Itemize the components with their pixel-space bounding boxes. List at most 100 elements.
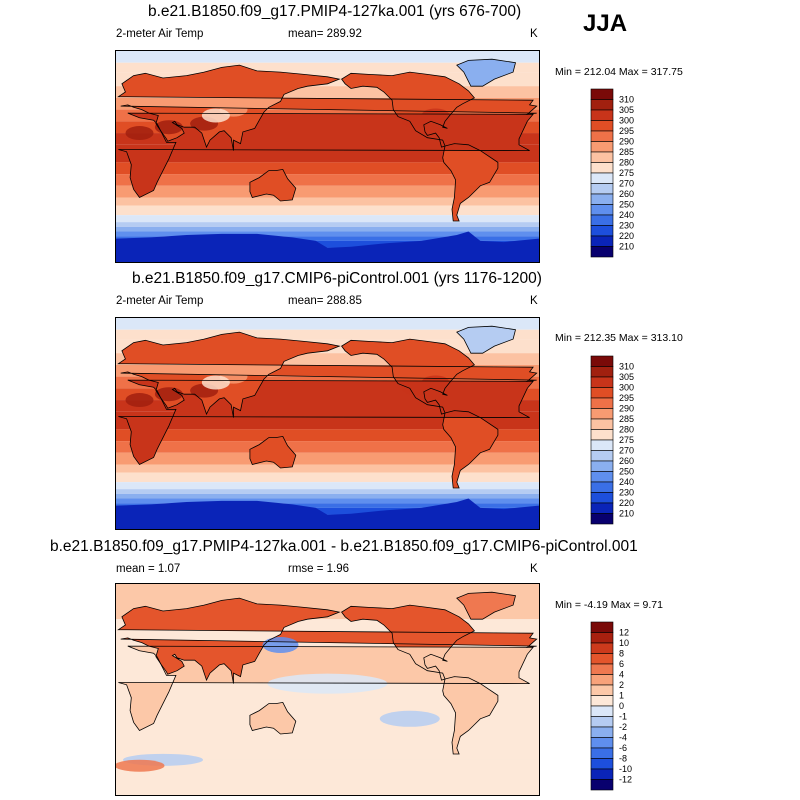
colorbar-box: [590, 779, 614, 791]
land-fill-eu: [118, 598, 537, 684]
contour-band: [116, 759, 539, 772]
contour-band: [116, 489, 539, 494]
land-fill-gr: [456, 59, 516, 87]
land-fill-gr: [456, 592, 516, 620]
contour-band: [116, 318, 539, 330]
contour-band: [116, 226, 539, 232]
contour-band: [116, 62, 539, 73]
colorbar-box: [590, 109, 614, 121]
map-svg: [116, 318, 539, 529]
colorbar-tick-label: 305: [619, 372, 634, 382]
contour-band: [116, 162, 539, 175]
panel-3-mean: mean = 1.07: [116, 563, 181, 575]
contour-band: [116, 472, 539, 483]
coastline-sa: [442, 676, 499, 755]
hot-spot: [154, 387, 183, 402]
colorbar-box: [590, 246, 614, 258]
colorbar-box: [590, 120, 614, 132]
colorbar-box: [590, 768, 614, 780]
colorbar-box: [590, 684, 614, 696]
panel-3-title: b.e21.B1850.f09_g17.PMIP4-127ka.001 - b.…: [50, 538, 638, 555]
coastline-gr: [456, 325, 516, 354]
panel-1-mean: mean= 289.92: [288, 28, 362, 40]
map-svg: [116, 51, 539, 262]
panel-2-minmax: Min = 212.35 Max = 313.10: [555, 332, 683, 344]
contour-band: [116, 215, 539, 223]
land-fill-an: [116, 231, 539, 262]
colorbar-box: [590, 162, 614, 174]
colorbar-tick-label: 250: [619, 200, 634, 210]
colorbar-box: [590, 492, 614, 504]
colorbar-tick-label: 295: [619, 126, 634, 136]
coastline-af: [118, 645, 534, 732]
colorbar-box: [590, 737, 614, 749]
coastline-eu: [117, 64, 538, 151]
hot-spot: [421, 375, 450, 390]
land-fill-eu: [118, 332, 537, 418]
colorbar-box: [590, 387, 614, 399]
colorbar-box: [590, 235, 614, 247]
colorbar-tick-label: 240: [619, 210, 634, 220]
panel-1-colorbar: 210 220 230 240 250 260 270 275 280 285 290 295 300 3…: [590, 88, 660, 260]
colorbar-tick-label: 275: [619, 435, 634, 445]
colorbar-tick-label: 310: [619, 362, 634, 372]
colorbar-tick-label: 300: [619, 116, 634, 126]
contour-band: [116, 493, 539, 499]
panel-2-colorbar: 210 220 230 240 250 260 270 275 280 285 290 295 300 3…: [590, 355, 660, 527]
colorbar-tick-label: 270: [619, 179, 634, 189]
contour-band: [116, 329, 539, 340]
panel-1-map: [115, 50, 540, 263]
colorbar-box: [590, 225, 614, 237]
contour-band: [116, 240, 539, 248]
colorbar-box: [590, 663, 614, 675]
colorbar-tick-label: 2: [619, 680, 624, 690]
colorbar-tick-label: 230: [619, 488, 634, 498]
land-fill-au: [249, 436, 296, 468]
contour-band: [116, 498, 539, 504]
coastline-na: [341, 71, 476, 148]
contour-band: [116, 452, 539, 465]
colorbar-box: [590, 747, 614, 759]
colorbar-box: [590, 632, 614, 644]
colorbar-tick-label: 275: [619, 168, 634, 178]
colorbar-tick-label: 260: [619, 456, 634, 466]
colorbar-box: [590, 621, 614, 633]
land-fill-af: [118, 380, 534, 465]
colorbar-box: [590, 366, 614, 378]
colorbar-box: [590, 460, 614, 472]
coastline-au: [249, 701, 297, 735]
contour-band: [116, 503, 539, 508]
colorbar-box: [590, 674, 614, 686]
colorbar-tick-label: 6: [619, 659, 624, 669]
hot-spot: [125, 126, 154, 141]
coastline-sa: [442, 410, 499, 489]
contour-band: [116, 441, 539, 453]
panel-2-variable-label: 2-meter Air Temp: [116, 295, 204, 307]
contour-band: [116, 86, 539, 98]
anomaly-blob: [379, 710, 440, 727]
colorbar-box: [590, 450, 614, 462]
coastline-gr: [456, 58, 516, 87]
colorbar-box: [590, 481, 614, 493]
land-fill-an: [116, 764, 539, 795]
hot-spot: [125, 393, 154, 408]
panel-3-rmse: rmse = 1.96: [288, 563, 350, 575]
colorbar-tick-label: 10: [619, 638, 629, 648]
hot-spot: [154, 120, 183, 135]
coastline-sa: [442, 143, 499, 222]
colorbar-tick-label: 230: [619, 221, 634, 231]
panel-2-title: b.e21.B1850.f09_g17.CMIP6-piControl.001 …: [132, 270, 542, 287]
colorbar-box: [590, 439, 614, 451]
colorbar-box: [590, 695, 614, 707]
contour-band: [116, 231, 539, 237]
colorbar-tick-label: 310: [619, 95, 634, 105]
colorbar-box: [590, 726, 614, 738]
colorbar-tick-label: 210: [619, 242, 634, 252]
colorbar-tick-label: 8: [619, 649, 624, 659]
colorbar-tick-label: 220: [619, 231, 634, 241]
panel-2-mean: mean= 288.85: [288, 295, 362, 307]
colorbar-tick-label: 290: [619, 404, 634, 414]
colorbar-box: [590, 172, 614, 184]
contour-band: [116, 222, 539, 227]
